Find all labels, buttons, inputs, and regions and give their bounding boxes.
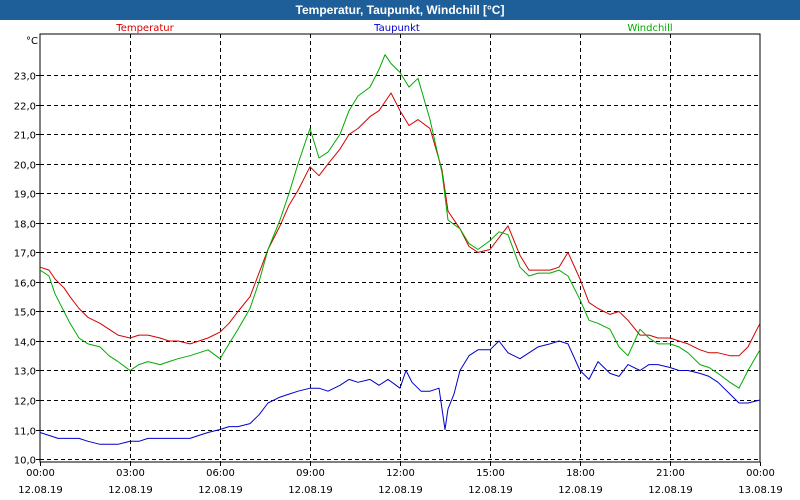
legend-item-windchill: Windchill xyxy=(627,23,672,34)
series-line-windchill xyxy=(39,54,761,389)
y-tick-label: 22,0 xyxy=(14,102,36,113)
x-tick-time-label: 18:00 xyxy=(566,468,595,479)
y-tick-label: 16,0 xyxy=(14,279,36,290)
x-tick-date-label: 12.08.19 xyxy=(108,485,153,496)
y-tick-label: 13,0 xyxy=(14,367,36,378)
x-tick-date-label: 12.08.19 xyxy=(558,485,603,496)
y-tick-label: 15,0 xyxy=(14,308,36,319)
series-lines xyxy=(39,54,761,445)
legend-item-temperatur: Temperatur xyxy=(115,23,174,34)
y-tick-label: 14,0 xyxy=(14,338,36,349)
grid xyxy=(39,33,761,463)
y-tick-label: 18,0 xyxy=(14,220,36,231)
x-tick-time-label: 06:00 xyxy=(206,468,235,479)
series-line-taupunkt xyxy=(39,340,761,445)
x-tick-date-label: 12.08.19 xyxy=(378,485,423,496)
y-tick-label: 19,0 xyxy=(14,190,36,201)
x-tick-time-label: 15:00 xyxy=(476,468,505,479)
chart-title: Temperatur, Taupunkt, Windchill [°C] xyxy=(0,0,800,20)
x-tick-date-label: 12.08.19 xyxy=(18,485,63,496)
x-tick-date-label: 12.08.19 xyxy=(468,485,513,496)
y-tick-label: 20,0 xyxy=(14,161,36,172)
legend-item-taupunkt: Taupunkt xyxy=(373,23,420,34)
x-tick-date-label: 12.08.19 xyxy=(288,485,333,496)
y-tick-label: 10,0 xyxy=(14,456,36,467)
y-tick-label: 21,0 xyxy=(14,131,36,142)
x-tick-date-label: 12.08.19 xyxy=(648,485,693,496)
y-tick-label: 23,0 xyxy=(14,72,36,83)
y-tick-label: 11,0 xyxy=(14,427,36,438)
x-tick-time-label: 03:00 xyxy=(116,468,145,479)
x-tick-date-label: 13.08.19 xyxy=(738,485,783,496)
chart-canvas: Temperatur Taupunkt Windchill 10,0 11,0 12,0… xyxy=(14,23,783,496)
x-tick-time-label: 21:00 xyxy=(656,468,685,479)
y-tick-label: 12,0 xyxy=(14,397,36,408)
x-tick-time-label: 12:00 xyxy=(386,468,415,479)
y-axis-label: °C xyxy=(26,36,38,47)
axes: 10,0 11,0 12,0 13,0 14,0 15,0 16,0 17,0 18,0 19,0… xyxy=(14,36,783,496)
x-tick-time-label: 00:00 xyxy=(26,468,55,479)
series-line-temperatur xyxy=(39,92,761,357)
x-tick-time-label: 00:00 xyxy=(746,468,775,479)
x-tick-date-label: 12.08.19 xyxy=(198,485,243,496)
y-tick-label: 17,0 xyxy=(14,249,36,260)
legend: Temperatur Taupunkt Windchill xyxy=(115,23,672,34)
x-tick-time-label: 09:00 xyxy=(296,468,325,479)
